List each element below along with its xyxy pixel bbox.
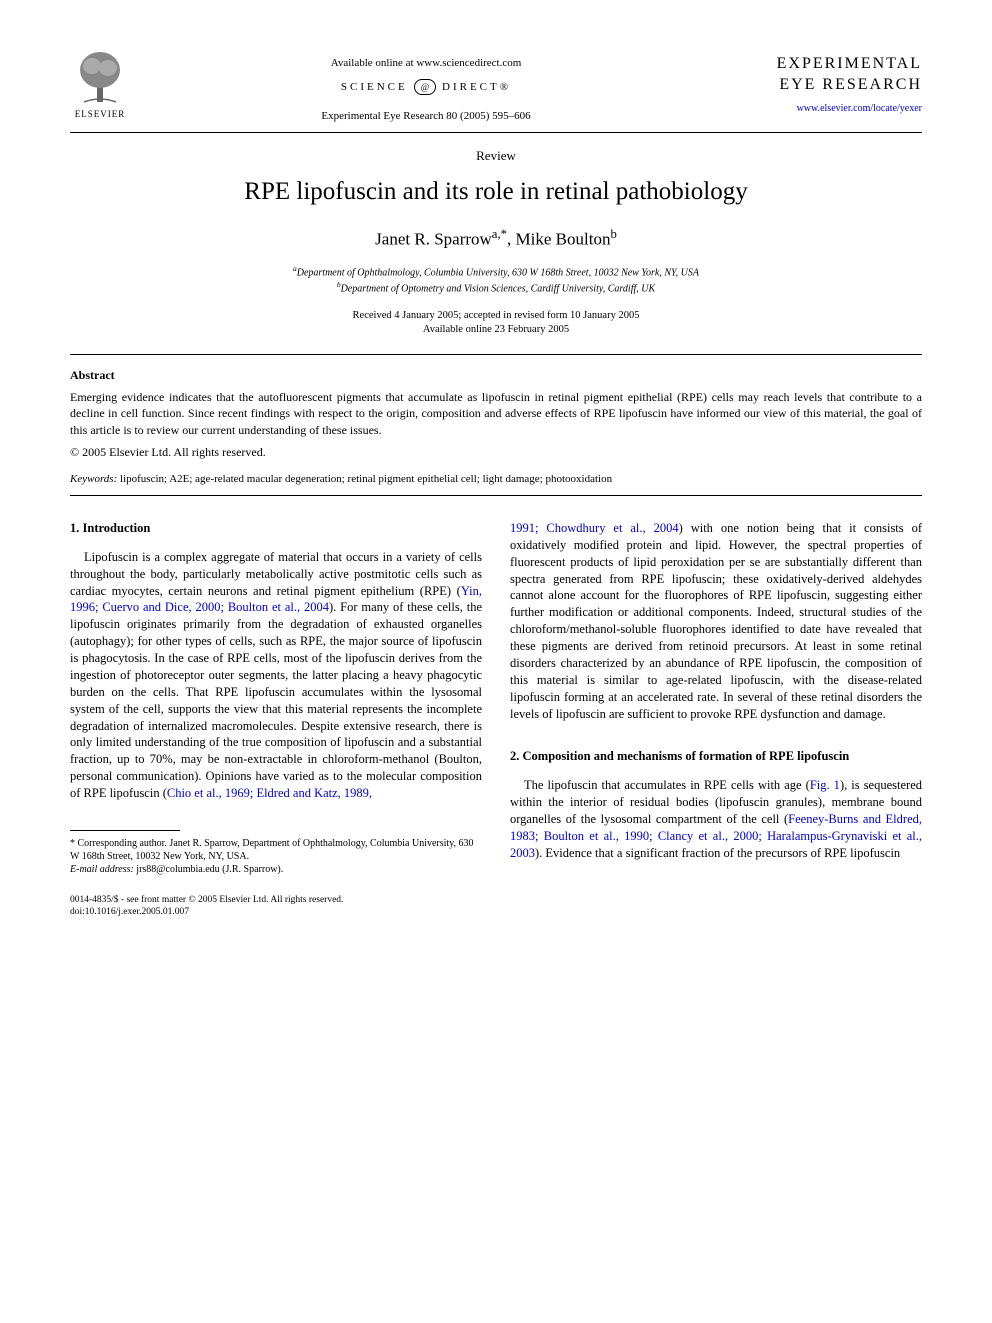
footnote-email-label: E-mail address:	[70, 864, 134, 875]
s1-p1a: Lipofuscin is a complex aggregate of mat…	[70, 550, 482, 598]
citation-fig1[interactable]: Fig. 1	[810, 778, 840, 792]
author-2: , Mike Boulton	[507, 230, 610, 249]
keywords: Keywords: lipofuscin; A2E; age-related m…	[70, 472, 922, 487]
rule-top	[70, 132, 922, 133]
author-1: Janet R. Sparrow	[375, 230, 492, 249]
article-title: RPE lipofuscin and its role in retinal p…	[70, 175, 922, 209]
footer-line-2: doi:10.1016/j.exer.2005.01.007	[70, 906, 482, 918]
affiliations: aDepartment of Ophthalmology, Columbia U…	[70, 264, 922, 297]
footer-line-1: 0014-4835/$ - see front matter © 2005 El…	[70, 894, 482, 906]
abstract-copyright: © 2005 Elsevier Ltd. All rights reserved…	[70, 444, 922, 460]
corresponding-author-footnote: * Corresponding author. Janet R. Sparrow…	[70, 837, 482, 876]
journal-title-line2: EYE RESEARCH	[722, 75, 922, 96]
sd-right: DIRECT®	[442, 80, 511, 95]
column-left: 1. Introduction Lipofuscin is a complex …	[70, 520, 482, 919]
citation-3[interactable]: 1991; Chowdhury et al., 2004	[510, 521, 679, 535]
date-received: Received 4 January 2005; accepted in rev…	[70, 309, 922, 324]
article-type: Review	[70, 147, 922, 165]
elsevier-logo: ELSEVIER	[70, 50, 130, 120]
sd-badge-icon: @	[414, 79, 436, 95]
available-online-text: Available online at www.sciencedirect.co…	[130, 56, 722, 71]
s1-p1b: ). For many of these cells, the lipofusc…	[70, 600, 482, 800]
article-dates: Received 4 January 2005; accepted in rev…	[70, 309, 922, 338]
citation-2[interactable]: Chio et al., 1969; Eldred and Katz, 1989…	[167, 786, 372, 800]
abstract-heading: Abstract	[70, 367, 922, 383]
elsevier-label: ELSEVIER	[75, 108, 126, 120]
science-direct-logo: SCIENCE @ DIRECT®	[341, 79, 511, 95]
footnote-corr: * Corresponding author. Janet R. Sparrow…	[70, 837, 482, 863]
center-header: Available online at www.sciencedirect.co…	[130, 50, 722, 126]
column-right: 1991; Chowdhury et al., 2004) with one n…	[510, 520, 922, 919]
header-row: ELSEVIER Available online at www.science…	[70, 50, 922, 126]
section-1-heading: 1. Introduction	[70, 520, 482, 537]
keywords-label: Keywords:	[70, 473, 117, 485]
footnote-email: jrs88@columbia.edu (J.R. Sparrow).	[134, 864, 283, 875]
section-2-heading: 2. Composition and mechanisms of formati…	[510, 748, 922, 765]
journal-title-box: EXPERIMENTAL EYE RESEARCH www.elsevier.c…	[722, 50, 922, 115]
author-2-sup: b	[610, 227, 616, 241]
journal-title-line1: EXPERIMENTAL	[722, 54, 922, 75]
rule-above-abstract	[70, 354, 922, 355]
section-1-para-1: Lipofuscin is a complex aggregate of mat…	[70, 549, 482, 802]
footer-line: 0014-4835/$ - see front matter © 2005 El…	[70, 894, 482, 919]
elsevier-tree-icon	[74, 50, 126, 106]
s2-p1a: The lipofuscin that accumulates in RPE c…	[524, 778, 810, 792]
date-online: Available online 23 February 2005	[70, 323, 922, 338]
author-1-sup: a,*	[492, 227, 507, 241]
keywords-value: lipofuscin; A2E; age-related macular deg…	[117, 473, 612, 485]
s1-p2: ) with one notion being that it consists…	[510, 521, 922, 721]
body-columns: 1. Introduction Lipofuscin is a complex …	[70, 520, 922, 919]
rule-below-keywords	[70, 495, 922, 496]
s2-p1c: ). Evidence that a significant fraction …	[535, 846, 900, 860]
journal-url[interactable]: www.elsevier.com/locate/yexer	[722, 102, 922, 116]
section-2-para-1: The lipofuscin that accumulates in RPE c…	[510, 777, 922, 861]
sd-left: SCIENCE	[341, 80, 408, 95]
abstract-body: Emerging evidence indicates that the aut…	[70, 389, 922, 438]
authors: Janet R. Sparrowa,*, Mike Boultonb	[70, 226, 922, 252]
journal-reference: Experimental Eye Research 80 (2005) 595–…	[130, 109, 722, 124]
affiliation-b: Department of Optometry and Vision Scien…	[341, 284, 656, 295]
affiliation-a: Department of Ophthalmology, Columbia Un…	[297, 267, 699, 278]
footnote-rule	[70, 830, 180, 831]
section-1-para-2: 1991; Chowdhury et al., 2004) with one n…	[510, 520, 922, 723]
